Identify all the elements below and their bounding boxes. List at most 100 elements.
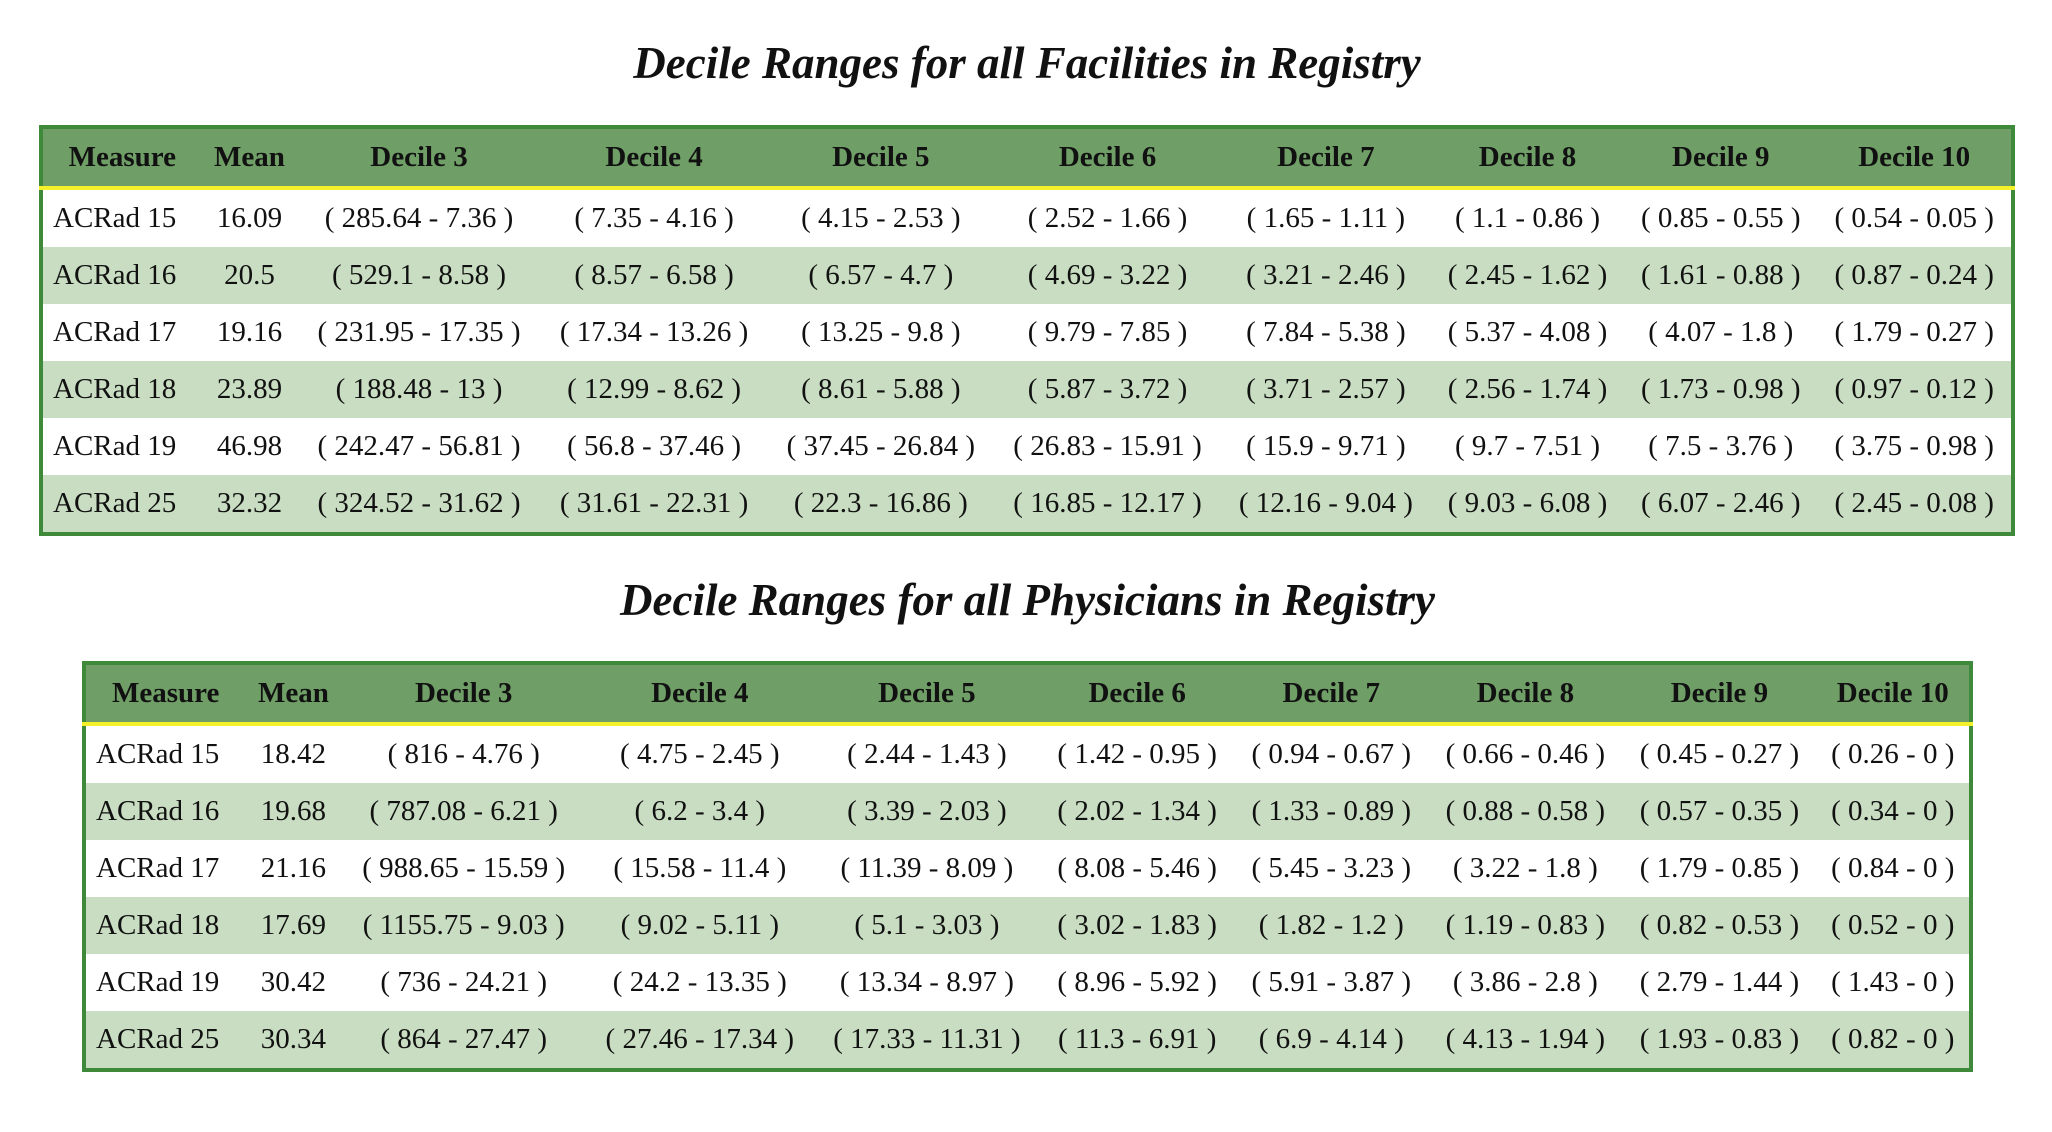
- header-cell: Mean: [245, 663, 342, 726]
- table-cell: ACRad 18: [41, 361, 202, 418]
- table-cell: ACRad 25: [84, 1011, 246, 1070]
- header-cell: Decile 8: [1430, 127, 1625, 190]
- table-cell: ( 6.2 - 3.4 ): [585, 783, 814, 840]
- table-row: ACRad 17 21.16 ( 988.65 - 15.59 ) ( 15.58 -…: [84, 840, 1971, 897]
- table-cell: ( 11.39 - 8.09 ): [840, 852, 1014, 884]
- header-cell: Measure: [41, 127, 202, 190]
- table-cell: ( 5.1 - 3.03 ): [813, 897, 1041, 954]
- header-row: Measure Mean Decile 3 Decile 4 Decile 5 Decil…: [84, 663, 1971, 726]
- table-cell: ACRad 19: [53, 430, 177, 462]
- header-cell: Decile 9: [1624, 127, 1818, 190]
- table-cell: ( 13.25 - 9.8 ): [801, 316, 961, 348]
- header-cell: Decile 6: [994, 127, 1221, 190]
- table-cell: ACRad 15: [96, 738, 220, 770]
- table-cell: ACRad 15: [53, 202, 177, 234]
- table-cell: ( 8.61 - 5.88 ): [767, 361, 995, 418]
- table-cell: ( 231.95 - 17.35 ): [317, 316, 521, 348]
- table-row: ACRad 25 30.34( 864 - 27.47 )( 27.46 - 17…: [84, 1011, 1971, 1070]
- table-cell: ( 9.02 - 5.11 ): [585, 897, 814, 954]
- table-cell: ( 0.45 - 0.27 ): [1639, 738, 1800, 770]
- header-cell: Decile 10: [1817, 127, 2013, 190]
- table-cell: ACRad 17: [96, 852, 220, 884]
- table-cell: ( 988.65 - 15.59 ): [362, 852, 566, 884]
- table-cell: ACRad 18: [84, 897, 246, 954]
- table-cell: ( 242.47 - 56.81 ): [317, 430, 521, 462]
- table-cell: ( 9.79 - 7.85 ): [1027, 316, 1188, 348]
- table-cell: ( 0.84 - 0 ): [1831, 852, 1955, 884]
- table-cell: ( 1.61 - 0.88 ): [1624, 247, 1818, 304]
- table-cell: ( 24.2 - 13.35 ): [612, 966, 787, 998]
- table-body: ACRad 15 18.42 ( 816 - 4.76 ) ( 4.75 - 2.45…: [84, 724, 1971, 1070]
- table-row: ACRad 25 32.32( 324.52 - 31.62 )( 31.61 -…: [41, 475, 2013, 534]
- table-row: ACRad 18 17.69( 1155.75 - 9.03 )( 9.02 - …: [84, 897, 1971, 954]
- table-cell: 19.16: [216, 316, 283, 348]
- table-cell: ( 1.93 - 0.83 ): [1622, 1011, 1817, 1070]
- table-cell: ( 5.91 - 3.87 ): [1251, 966, 1411, 998]
- table-cell: ACRad 19: [96, 966, 220, 998]
- table-cell: ( 1.79 - 0.27 ): [1834, 316, 1994, 348]
- table-cell: ( 736 - 24.21 ): [380, 966, 548, 998]
- table-cell: ( 3.71 - 2.57 ): [1220, 361, 1431, 418]
- table-cell: ( 11.3 - 6.91 ): [1040, 1011, 1235, 1070]
- header-cell: Decile 10: [1816, 663, 1971, 726]
- table-row: ACRad 15 16.09 ( 285.64 - 7.36 ) ( 7.35 - 4…: [41, 188, 2013, 247]
- table-cell: ( 12.16 - 9.04 ): [1220, 475, 1431, 534]
- table-cell: ( 0.57 - 0.35 ): [1622, 783, 1817, 840]
- table-row: ACRad 15 18.42 ( 816 - 4.76 ) ( 4.75 - 2.45…: [84, 724, 1971, 783]
- table-cell: ( 2.56 - 1.74 ): [1430, 361, 1625, 418]
- table-header: Measure Mean Decile 3 Decile 4 Decile 5 Decil…: [41, 127, 2013, 190]
- header-cell: Decile 4: [585, 663, 814, 726]
- table-cell: ( 0.97 - 0.12 ): [1817, 361, 2013, 418]
- table-cell: ( 188.48 - 13 ): [297, 361, 541, 418]
- table-cell: 20.5: [201, 247, 298, 304]
- table-cell: ( 17.33 - 11.31 ): [813, 1011, 1041, 1070]
- table-cell: ( 7.84 - 5.38 ): [1246, 316, 1406, 348]
- table-cell: ACRad 16: [41, 247, 202, 304]
- table-cell: ( 787.08 - 6.21 ): [341, 783, 586, 840]
- header-cell: Decile 7: [1220, 127, 1431, 190]
- table-cell: ( 6.57 - 4.7 ): [767, 247, 995, 304]
- table-cell: ( 1.33 - 0.89 ): [1234, 783, 1429, 840]
- table-cell: 23.89: [201, 361, 298, 418]
- table-cell: ACRad 17: [53, 316, 177, 348]
- table-cell: ( 17.34 - 13.26 ): [559, 316, 749, 348]
- table-row: ACRad 16 20.5( 529.1 - 8.58 )( 8.57 - 6.5…: [41, 247, 2013, 304]
- table-cell: ( 1155.75 - 9.03 ): [341, 897, 586, 954]
- table-title: Decile Ranges for all Facilities in Regi…: [633, 38, 1421, 88]
- table-cell: ( 0.66 - 0.46 ): [1445, 738, 1606, 770]
- table-cell: ( 3.22 - 1.8 ): [1452, 852, 1598, 884]
- decile-table: Measure Mean Decile 3 Decile 4 Decile 5 Decil…: [82, 661, 1973, 1072]
- table-cell: ( 13.34 - 8.97 ): [839, 966, 1014, 998]
- table-cell: ( 2.02 - 1.34 ): [1040, 783, 1235, 840]
- header-cell: Decile 3: [341, 663, 586, 726]
- table-cell: ( 16.85 - 12.17 ): [994, 475, 1221, 534]
- table-cell: ( 12.99 - 8.62 ): [540, 361, 768, 418]
- table-cell: ( 2.79 - 1.44 ): [1639, 966, 1800, 998]
- table-cell: 18.42: [260, 738, 327, 770]
- table-cell: ( 1.19 - 0.83 ): [1428, 897, 1623, 954]
- table-cell: ACRad 25: [41, 475, 202, 534]
- table-cell: 19.68: [245, 783, 342, 840]
- table-cell: ( 0.26 - 0 ): [1831, 738, 1955, 770]
- table-row: ACRad 18 23.89( 188.48 - 13 )( 12.99 - 8.…: [41, 361, 2013, 418]
- table-cell: ( 56.8 - 37.46 ): [567, 430, 742, 462]
- table-cell: ( 1.79 - 0.85 ): [1639, 852, 1800, 884]
- table-cell: ( 6.9 - 4.14 ): [1234, 1011, 1429, 1070]
- table-row: ACRad 19 30.42 ( 736 - 24.21 ) ( 24.2 - 13.…: [84, 954, 1971, 1011]
- table-cell: 46.98: [216, 430, 283, 462]
- table-cell: ( 7.5 - 3.76 ): [1648, 430, 1794, 462]
- table-header: Measure Mean Decile 3 Decile 4 Decile 5 Decil…: [84, 663, 1971, 726]
- table-cell: 30.34: [245, 1011, 342, 1070]
- header-cell: Decile 5: [767, 127, 995, 190]
- table-cell: ( 3.21 - 2.46 ): [1220, 247, 1431, 304]
- table-cell: ( 0.34 - 0 ): [1816, 783, 1971, 840]
- table-title: Decile Ranges for all Physicians in Regi…: [620, 575, 1435, 625]
- table-cell: 16.09: [216, 202, 283, 234]
- table-row: ACRad 19 46.98 ( 242.47 - 56.81 ) ( 56.8 - …: [41, 418, 2013, 475]
- header-cell: Measure: [84, 663, 246, 726]
- table-cell: ( 0.52 - 0 ): [1816, 897, 1971, 954]
- table-cell: ( 0.88 - 0.58 ): [1428, 783, 1623, 840]
- table-cell: ( 529.1 - 8.58 ): [297, 247, 541, 304]
- table-cell: ( 8.08 - 5.46 ): [1057, 852, 1217, 884]
